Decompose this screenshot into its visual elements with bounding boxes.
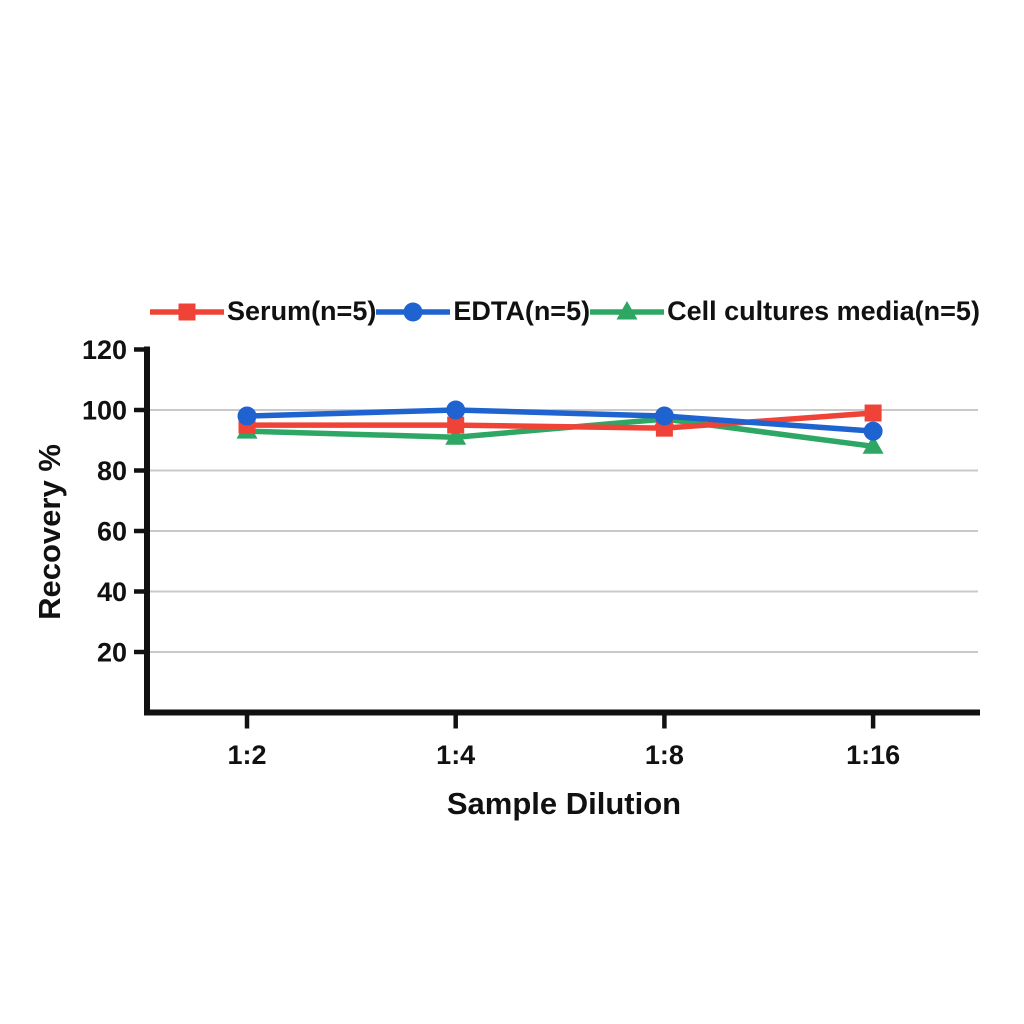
- series-square: [238, 404, 882, 437]
- legend-label: EDTA(n=5): [453, 296, 591, 326]
- legend-marker-icon: [150, 303, 225, 320]
- y-tick-label: 100: [82, 396, 127, 426]
- legend-item: Serum(n=5): [150, 296, 376, 327]
- y-tick-label: 80: [97, 456, 127, 486]
- x-tick-label: 1:8: [645, 740, 684, 770]
- legend-marker-icon: [376, 302, 451, 321]
- data-point-marker: [864, 404, 882, 422]
- x-tick-label: 1:4: [436, 740, 475, 770]
- data-point-marker: [237, 406, 257, 426]
- legend-marker: [403, 302, 423, 321]
- data-point-marker: [446, 400, 466, 420]
- series-line: [244, 407, 876, 434]
- data-point-marker: [862, 435, 884, 454]
- data-point-marker: [447, 416, 465, 434]
- y-tick-label: 60: [97, 517, 127, 547]
- data-point-marker: [863, 421, 883, 441]
- x-tick-label: 1:2: [227, 740, 266, 770]
- legend-marker: [616, 300, 638, 319]
- series-circle: [237, 400, 883, 441]
- legend-label: Cell cultures media(n=5): [667, 296, 980, 326]
- series-line: [244, 410, 876, 431]
- legend-item: Cell cultures media(n=5): [590, 296, 980, 327]
- y-tick-label: 40: [97, 577, 127, 607]
- x-tick-label: 1:16: [846, 740, 900, 770]
- legend-item: EDTA(n=5): [376, 296, 590, 327]
- data-point-marker: [445, 426, 467, 445]
- y-tick-label: 20: [97, 638, 127, 668]
- legend-marker: [178, 303, 196, 320]
- legend-marker-icon: [590, 300, 665, 319]
- chart-legend: Serum(n=5) EDTA(n=5) Cell cultures media(n…: [120, 296, 1010, 327]
- x-axis-title: Sample Dilution: [447, 786, 681, 821]
- y-tick-label: 120: [82, 335, 127, 365]
- y-axis-title: Recovery %: [32, 444, 67, 620]
- data-point-marker: [654, 406, 674, 426]
- legend-label: Serum(n=5): [227, 296, 377, 326]
